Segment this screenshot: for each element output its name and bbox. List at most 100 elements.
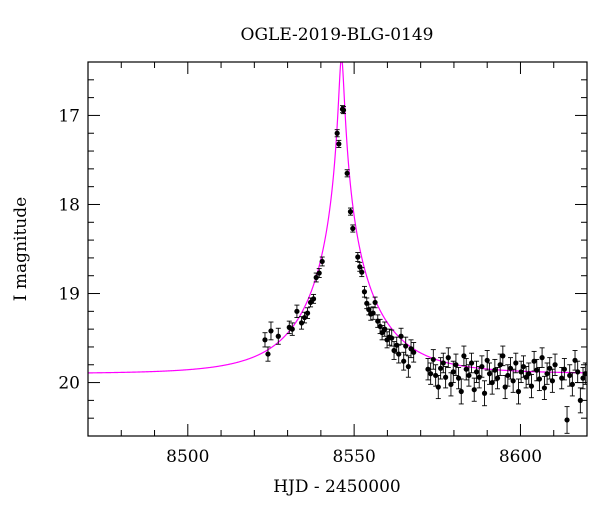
- point-marker: [310, 296, 317, 302]
- data-point: [448, 372, 454, 397]
- point-marker: [505, 372, 511, 379]
- data-point: [438, 357, 444, 380]
- chart-title: OGLE-2019-BLG-0149: [241, 25, 434, 45]
- data-point: [382, 321, 388, 337]
- data-point: [265, 346, 271, 362]
- data-point: [541, 375, 548, 400]
- point-marker: [313, 274, 319, 281]
- data-point: [539, 347, 545, 368]
- point-marker: [534, 367, 540, 373]
- data-point: [552, 353, 558, 376]
- data-point: [445, 347, 451, 368]
- point-marker: [497, 362, 503, 368]
- data-point: [275, 327, 281, 345]
- data-point: [391, 341, 397, 360]
- data-point: [430, 349, 436, 370]
- point-marker: [484, 357, 490, 363]
- data-point: [510, 368, 516, 393]
- data-point: [455, 366, 462, 390]
- data-point: [484, 350, 490, 371]
- point-marker: [526, 371, 532, 377]
- point-marker: [502, 384, 508, 390]
- data-point: [294, 304, 300, 319]
- point-marker: [440, 360, 446, 366]
- point-marker: [544, 371, 550, 377]
- point-marker: [355, 254, 361, 260]
- point-marker: [507, 365, 514, 371]
- data-point: [492, 358, 498, 382]
- data-point: [494, 366, 501, 390]
- data-point: [304, 307, 311, 319]
- point-marker: [359, 269, 365, 275]
- data-point: [471, 377, 477, 402]
- point-marker: [336, 141, 342, 147]
- point-marker: [389, 335, 395, 341]
- point-marker: [572, 357, 578, 363]
- data-point: [489, 370, 495, 395]
- data-point: [502, 374, 508, 400]
- data-point: [468, 352, 475, 374]
- data-point: [582, 362, 587, 385]
- point-marker: [520, 363, 527, 370]
- point-marker: [494, 375, 501, 381]
- data-point: [564, 406, 570, 434]
- point-marker: [265, 351, 271, 357]
- point-marker: [379, 330, 385, 336]
- point-marker: [298, 320, 305, 326]
- point-marker: [268, 328, 274, 334]
- point-marker: [528, 383, 535, 389]
- point-marker: [401, 358, 407, 364]
- data-point: [372, 296, 378, 309]
- point-marker: [580, 375, 586, 381]
- data-point: [262, 332, 268, 348]
- point-marker: [473, 369, 480, 375]
- data-point: [572, 350, 578, 371]
- point-marker: [405, 363, 411, 370]
- data-point: [319, 256, 325, 267]
- data-point: [505, 364, 511, 387]
- point-marker: [577, 397, 583, 403]
- point-marker: [391, 347, 397, 354]
- data-point: [486, 362, 493, 385]
- point-marker: [453, 362, 459, 368]
- y-axis-label: I magnitude: [11, 197, 31, 301]
- point-marker: [513, 360, 519, 366]
- data-point: [481, 380, 488, 407]
- x-tick-label: 8500: [166, 447, 209, 467]
- data-point: [513, 352, 519, 374]
- point-marker: [552, 362, 558, 368]
- data-point: [473, 360, 480, 384]
- point-marker: [468, 360, 475, 366]
- point-marker: [262, 337, 268, 343]
- data-point: [567, 364, 573, 387]
- data-point: [463, 358, 469, 381]
- point-marker: [294, 308, 300, 314]
- data-point: [515, 378, 522, 405]
- point-marker: [500, 353, 506, 359]
- data-point: [268, 321, 274, 341]
- data-point: [350, 224, 356, 233]
- point-marker: [479, 363, 485, 370]
- data-point: [500, 345, 506, 367]
- point-marker: [471, 387, 477, 393]
- data-point: [433, 364, 439, 387]
- point-marker: [575, 369, 581, 375]
- data-point: [458, 378, 464, 405]
- y-tick-label: 20: [58, 374, 80, 394]
- point-marker: [361, 289, 368, 295]
- point-marker: [541, 385, 548, 391]
- data-point: [569, 372, 575, 397]
- point-marker: [531, 358, 537, 364]
- data-point: [428, 362, 434, 385]
- point-marker: [466, 372, 472, 379]
- point-marker: [567, 372, 573, 379]
- point-marker: [518, 369, 524, 375]
- data-point: [549, 368, 556, 393]
- point-marker: [492, 367, 498, 373]
- point-marker: [350, 225, 356, 232]
- data-point: [561, 358, 567, 381]
- point-marker: [443, 374, 449, 380]
- point-marker: [536, 376, 543, 382]
- point-marker: [382, 326, 388, 332]
- point-marker: [304, 310, 311, 316]
